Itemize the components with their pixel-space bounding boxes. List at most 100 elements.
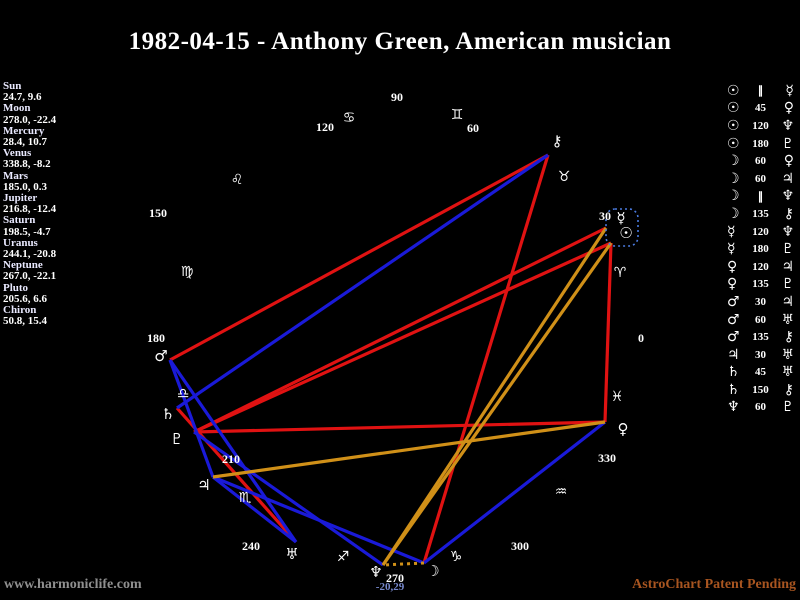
planet-positions-panel: Sun 24.7, 9.6 Moon 278.0, -22.4 Mercury 28.4,… [3, 80, 57, 327]
aspect-angle: 120 [752, 225, 769, 238]
aspect-row: ♄ 150 ⚷ [727, 381, 797, 399]
planet1-glyph: ♂ [727, 311, 740, 328]
planet1-glyph: ☿ [727, 223, 736, 240]
degree-label-180: 180 [147, 331, 165, 345]
aspect-angle: 135 [752, 207, 769, 220]
moon-planet-icon: ☽ [426, 562, 439, 580]
planet1-glyph: ☉ [727, 135, 740, 152]
aries-sign-icon: ♈ [614, 265, 627, 281]
aspect-angle: ∥ [757, 85, 764, 98]
aspect-row: ♂ 135 ⚷ [727, 328, 797, 346]
mercury-planet-icon: ☿ [616, 209, 625, 227]
planet2-glyph: ♆ [781, 223, 794, 240]
planet1-glyph: ♀ [727, 276, 738, 293]
aspect-angle: 120 [752, 119, 769, 132]
website-watermark: www.harmoniclife.com [4, 577, 142, 592]
planet1-glyph: ☽ [727, 170, 740, 187]
planet-coordinates: 185.0, 0.3 [3, 180, 47, 193]
aspect-row: ☉ 120 ♆ [727, 117, 797, 135]
aspect-angle: 60 [755, 172, 766, 185]
planet-name: Moon [3, 102, 31, 115]
jupiter-planet-icon: ♃ [197, 476, 210, 494]
planet-coordinates: 28.4, 10.7 [3, 136, 47, 149]
planet2-glyph: ♀ [783, 100, 794, 117]
planet-name: Pluto [3, 281, 29, 294]
mars-planet-icon: ♂ [154, 347, 167, 365]
aspect-line-mercury-neptune [381, 227, 608, 566]
aspect-angle: ∥ [757, 190, 764, 203]
planet2-glyph: ♅ [781, 311, 794, 328]
aspect-line-moon-neptune [382, 561, 425, 567]
venus-planet-icon: ♀ [618, 420, 629, 438]
planet2-glyph: ♇ [781, 276, 794, 293]
pisces-sign-icon: ♓ [611, 389, 624, 405]
planet-coordinates: 267.0, -22.1 [3, 270, 57, 283]
planet-name: Uranus [3, 236, 38, 249]
degree-label-30: 30 [599, 209, 611, 223]
aspect-row: ♂ 30 ♃ [727, 293, 797, 311]
planet-name: Mars [3, 169, 29, 182]
taurus-sign-icon: ♉ [558, 169, 571, 185]
planet2-glyph: ⚷ [783, 381, 794, 398]
aspect-row: ☿ 180 ♇ [727, 240, 797, 258]
planet-coordinates: 198.5, -4.7 [3, 225, 51, 238]
planet1-glyph: ♂ [727, 329, 740, 346]
aspect-angle: 60 [755, 401, 766, 414]
planet2-glyph: ⚷ [783, 329, 794, 346]
aspect-line-sun-venus [603, 242, 613, 423]
neptune-planet-icon: ♆ [369, 563, 382, 581]
aspect-line-mars-chiron [169, 153, 549, 362]
scorpio-sign-icon: ♏ [239, 490, 252, 506]
planet-name: Jupiter [3, 192, 38, 205]
degree-label-90: 90 [391, 90, 403, 104]
sun-mercury-parallel-box [605, 208, 639, 247]
aspect-row: ☽ ∥ ♆ [727, 188, 797, 206]
aspect-line-venus-jupiter [212, 420, 606, 479]
aspect-angle: 45 [755, 366, 766, 379]
aspect-line-sun-neptune [381, 242, 613, 566]
aspect-row: ♀ 120 ♃ [727, 258, 797, 276]
aspect-angle: 135 [752, 331, 769, 344]
planet-coordinates: 244.1, -20.8 [3, 248, 57, 261]
aspect-angle: 135 [752, 278, 769, 291]
planet2-glyph: ♅ [781, 364, 794, 381]
planet2-glyph: ♆ [781, 117, 794, 134]
aspect-row: ☉ 180 ♇ [727, 135, 797, 153]
planet-coordinates: 24.7, 9.6 [3, 91, 42, 104]
planet-name: Chiron [3, 304, 37, 317]
planet2-glyph: ♇ [781, 135, 794, 152]
aspect-angle: 30 [755, 295, 766, 308]
aspect-line-moon-venus [423, 420, 606, 565]
aspect-row: ☉ ∥ ☿ [727, 82, 797, 100]
virgo-sign-icon: ♍ [181, 264, 194, 280]
aspect-row: ♆ 60 ♇ [727, 399, 797, 417]
planet-name: Venus [3, 147, 32, 160]
planet1-glyph: ☽ [727, 153, 740, 170]
degree-label-150: 150 [149, 206, 167, 220]
aspect-row: ☽ 60 ♀ [727, 152, 797, 170]
degree-label-300: 300 [511, 539, 529, 553]
aspect-row: ♃ 30 ♅ [727, 346, 797, 364]
aspect-row: ♀ 135 ♇ [727, 276, 797, 294]
planet1-glyph: ☉ [727, 82, 740, 99]
planet-coordinates: 205.6, 6.6 [3, 292, 47, 305]
planet1-glyph: ♃ [727, 346, 740, 363]
aspect-row: ♂ 60 ♅ [727, 311, 797, 329]
aspect-angle: 45 [755, 102, 766, 115]
leo-sign-icon: ♌ [231, 172, 244, 188]
aspect-row: ☿ 120 ♆ [727, 223, 797, 241]
planet2-glyph: ♇ [781, 399, 794, 416]
planet1-glyph: ☿ [727, 241, 736, 258]
aspect-line-mars-jupiter [168, 359, 215, 478]
aquarius-sign-icon: ♒ [555, 484, 568, 500]
aspect-angle: 180 [752, 137, 769, 150]
aspect-row: ♄ 45 ♅ [727, 364, 797, 382]
planet2-glyph: ♃ [781, 293, 794, 310]
planet2-glyph: ☿ [785, 82, 794, 99]
aspect-line-mercury-pluto [193, 226, 607, 434]
degree-label-210: 210 [222, 452, 240, 466]
planet-coordinates: 216.8, -12.4 [3, 203, 57, 216]
aspect-angle: 30 [755, 348, 766, 361]
planet2-glyph: ♃ [781, 170, 794, 187]
planet-name: Sun [3, 80, 22, 92]
